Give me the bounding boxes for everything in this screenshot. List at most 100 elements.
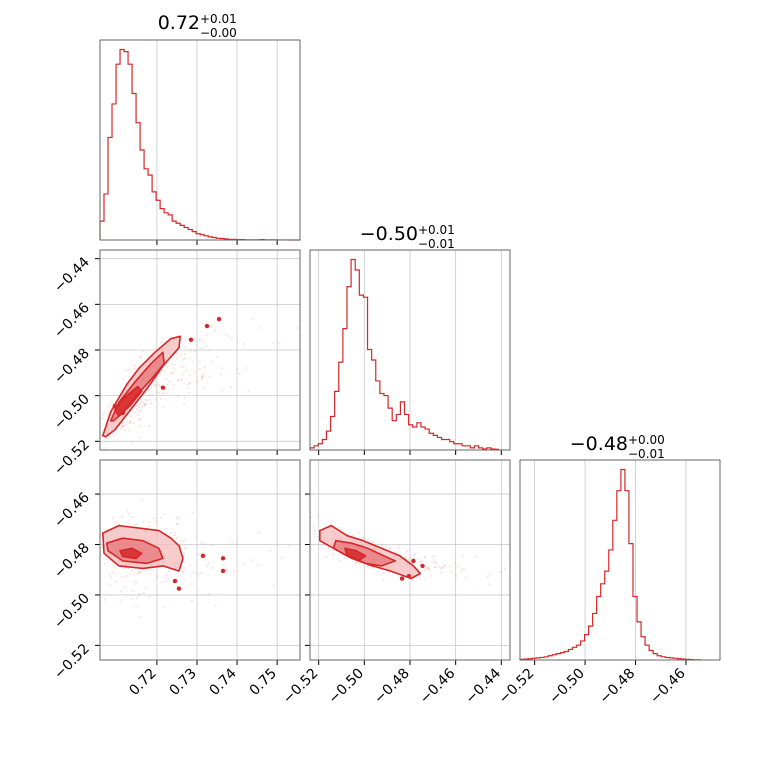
scatter-point (131, 516, 134, 519)
scatter-point (176, 522, 179, 526)
scatter-point (205, 344, 208, 348)
scatter-point (176, 523, 179, 526)
density-point (160, 385, 166, 390)
scatter-point (225, 569, 228, 572)
scatter-point (387, 547, 390, 550)
scatter-point (132, 421, 135, 425)
scatter-point (225, 568, 228, 571)
scatter-point (120, 575, 123, 578)
scatter-point (109, 576, 113, 579)
scatter-point (179, 544, 182, 547)
scatter-point (100, 417, 104, 420)
scatter-point (145, 402, 148, 406)
scatter-point (189, 381, 192, 384)
scatter-point (366, 538, 369, 541)
scatter-point (200, 377, 204, 381)
scatter-point (259, 326, 262, 329)
scatter-point (152, 569, 156, 572)
scatter-point (488, 583, 491, 586)
scatter-point (147, 525, 150, 528)
scatter-point (460, 570, 463, 574)
scatter-point (131, 597, 134, 601)
scatter-point (454, 574, 458, 577)
scatter-point (280, 556, 283, 560)
scatter-point (140, 356, 143, 359)
scatter-point (125, 509, 129, 512)
scatter-points (94, 316, 300, 450)
density-point (176, 586, 182, 591)
scatter-point (191, 511, 194, 514)
scatter-point (440, 566, 443, 569)
scatter-point (94, 438, 96, 440)
scatter-point (137, 417, 141, 421)
scatter-point (86, 523, 88, 525)
scatter-point (621, 591, 623, 593)
scatter-point (149, 399, 152, 402)
scatter-point (204, 558, 207, 561)
scatter-point (170, 363, 173, 366)
scatter-point (94, 553, 96, 555)
scatter-point (207, 562, 210, 565)
scatter-point (288, 544, 291, 547)
scatter-point (200, 571, 203, 575)
scatter-point (123, 576, 126, 579)
scatter-point (214, 604, 217, 607)
y-tick-label: −0.48 (51, 346, 93, 388)
x-tick-label: −0.52 (280, 666, 322, 708)
contour-inner (344, 547, 367, 562)
scatter-point (413, 553, 416, 556)
scatter-point (138, 593, 141, 596)
scatter-point (225, 333, 228, 337)
scatter-point (405, 549, 409, 553)
scatter-point (112, 563, 115, 566)
scatter-point (310, 516, 313, 519)
scatter-point (457, 564, 460, 568)
scatter-point (158, 392, 161, 395)
scatter-point (236, 368, 239, 371)
scatter-point (132, 573, 136, 576)
scatter-points (310, 514, 623, 593)
scatter-point (84, 531, 86, 533)
scatter-point (317, 535, 320, 539)
scatter-point (244, 366, 248, 370)
scatter-point (231, 337, 234, 340)
histogram-step-line (519, 468, 702, 661)
scatter-points (84, 499, 291, 619)
scatter-point (242, 563, 246, 566)
scatter-point (395, 551, 399, 554)
y-tick-label: −0.50 (51, 590, 93, 632)
scatter-point (113, 566, 117, 569)
histogram-step-line (309, 258, 500, 450)
scatter-point (191, 582, 194, 585)
scatter-point (128, 368, 131, 371)
scatter-point (111, 517, 114, 520)
x-tick-label: 0.73 (166, 666, 199, 699)
scatter-point (139, 403, 142, 406)
scatter-point (103, 598, 107, 601)
scatter-point (163, 369, 166, 373)
scatter-point (134, 367, 137, 370)
scatter-point (427, 568, 430, 571)
scatter-point (461, 554, 465, 557)
scatter-point (169, 531, 172, 535)
scatter-point (129, 421, 132, 424)
scatter-point (144, 398, 147, 402)
scatter-point (193, 370, 196, 373)
scatter-point (146, 399, 149, 402)
scatter-point (314, 532, 317, 536)
scatter-point (166, 383, 169, 386)
scatter-point (179, 379, 183, 382)
density-point (204, 323, 210, 329)
scatter-point (464, 576, 467, 579)
x-tick-label: 0.74 (207, 665, 240, 698)
scatter-point (316, 514, 319, 518)
scatter-point (277, 341, 280, 344)
scatter-point (142, 520, 145, 523)
scatter-point (499, 570, 502, 574)
scatter-point (119, 427, 122, 431)
y-tick-label: −0.50 (51, 391, 93, 433)
scatter-panel-param-0-vs-param-2: 0.72 0.73 0.74 0.75 −0.46 −0.48 −0.50 −0.52 (51, 459, 301, 699)
scatter-point (198, 553, 201, 556)
scatter-point (202, 387, 205, 390)
scatter-point (362, 536, 365, 539)
